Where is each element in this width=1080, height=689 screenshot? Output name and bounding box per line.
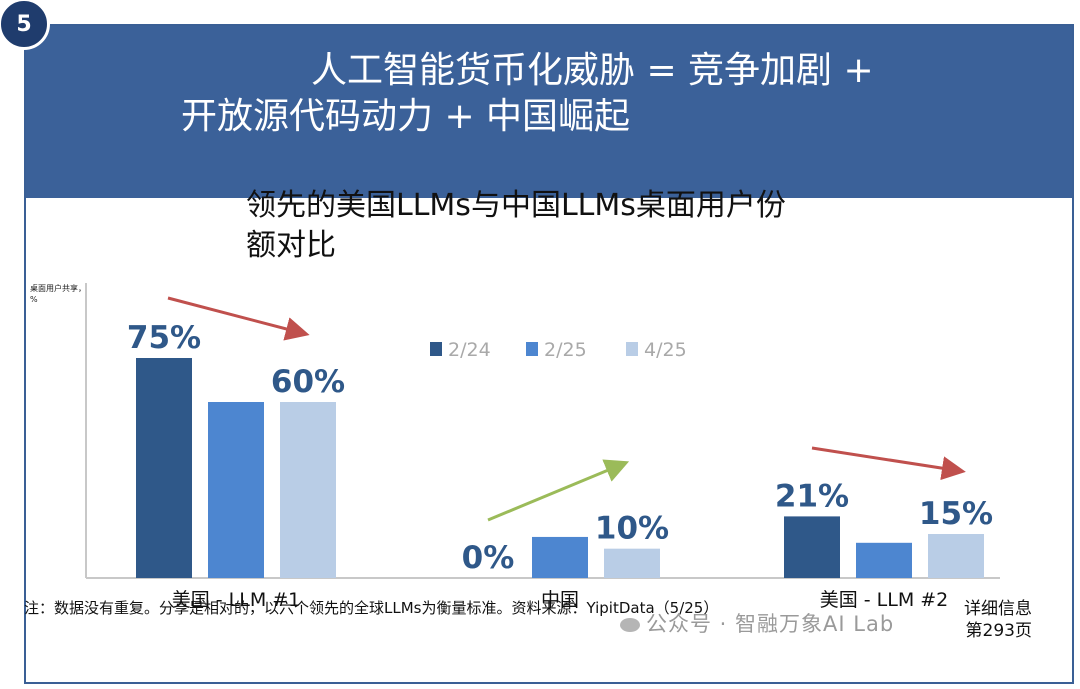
y-axis-label: 桌面用户共享，% [30, 284, 86, 304]
bar-1-4-25 [280, 402, 336, 578]
trend-arrow-down [167, 296, 310, 341]
data-label: 10% [595, 511, 669, 547]
slide-number-badge: 5 [0, 0, 50, 50]
data-label: 21% [775, 478, 849, 514]
bar-1-2-24 [136, 358, 192, 578]
wechat-icon [620, 618, 640, 632]
legend-swatch [526, 342, 538, 356]
legend-swatch [626, 342, 638, 356]
data-label: 60% [271, 364, 345, 400]
footnote: 注：数据没有重复。分享是相对的，以六个领先的全球LLMs为衡量标准。资料来源：Y… [24, 599, 719, 617]
chart-title: 领先的美国LLMs与中国LLMs桌面用户份额对比 [246, 188, 786, 263]
x-tick-label: 美国 - LLM #2 [820, 589, 949, 611]
x-tick-label: 美国 - LLM #1 [172, 589, 301, 611]
legend-entry: 4/25 [644, 339, 687, 361]
bar-3-4-25 [928, 534, 984, 578]
header-band: 人工智能货币化威胁 = 竞争加剧 + 开放源代码动力 + 中国崛起 [26, 26, 1072, 198]
data-label: 75% [127, 320, 201, 356]
bar-2-4-25 [604, 548, 660, 578]
legend-swatch [430, 342, 442, 356]
data-label: 15% [919, 496, 993, 532]
data-label: 0% [462, 540, 515, 576]
trend-arrow-up [487, 459, 630, 522]
bar-2-2-25 [532, 536, 588, 578]
more-info-label: 详细信息 [964, 599, 1032, 619]
legend-entry: 2/25 [544, 339, 587, 361]
x-tick-label: 中国 [541, 589, 579, 611]
watermark-text: 公众号 · 智融万象AI Lab [646, 612, 895, 636]
watermark: 公众号 · 智融万象AI Lab [620, 608, 894, 638]
slide-title-line-2: 开放源代码动力 + 中国崛起 [181, 96, 631, 137]
bar-3-2-24 [784, 516, 840, 578]
more-info: 详细信息 第293页 [948, 598, 1032, 642]
trend-arrow-down [811, 446, 966, 481]
bar-1-2-25 [208, 402, 264, 578]
bar-3-2-25 [856, 542, 912, 578]
page-reference: 第293页 [965, 621, 1032, 641]
slide-frame: 人工智能货币化威胁 = 竞争加剧 + 开放源代码动力 + 中国崛起 [24, 24, 1074, 684]
slide-title: 人工智能货币化威胁 = 竞争加剧 + 开放源代码动力 + 中国崛起 [181, 48, 981, 140]
slide-title-line-1: 人工智能货币化威胁 = 竞争加剧 + [311, 50, 874, 91]
legend-entry: 2/24 [448, 339, 491, 361]
